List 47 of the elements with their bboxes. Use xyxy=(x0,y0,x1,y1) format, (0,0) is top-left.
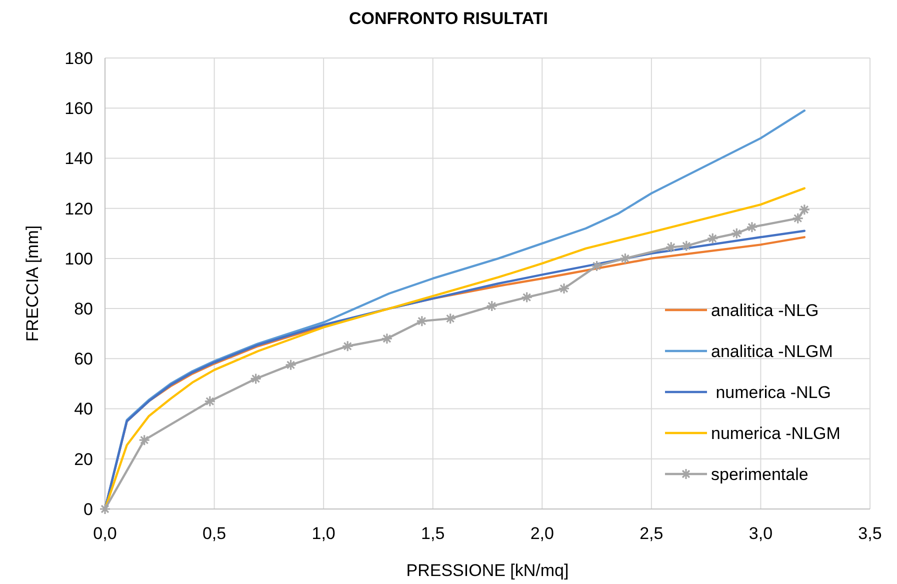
point xyxy=(558,282,570,294)
point xyxy=(798,204,810,216)
x-tick-label: 1,0 xyxy=(312,524,336,543)
chart-title: CONFRONTO RISULTATI xyxy=(349,9,548,28)
x-tick-label: 0,0 xyxy=(93,524,117,543)
point xyxy=(381,332,393,344)
point xyxy=(250,372,262,385)
point xyxy=(416,315,428,327)
x-tick-label: 2,5 xyxy=(640,524,664,543)
x-tick-label: 0,5 xyxy=(202,524,226,543)
legend-label: analitica -NLG xyxy=(711,300,819,320)
point xyxy=(619,252,631,264)
x-tick-label: 1,5 xyxy=(421,524,445,543)
point xyxy=(486,300,498,312)
y-tick-label: 120 xyxy=(64,199,93,218)
y-tick-label: 80 xyxy=(74,300,93,319)
point xyxy=(590,260,603,272)
legend-label: numerica -NLGM xyxy=(711,424,840,443)
point xyxy=(138,434,150,446)
point xyxy=(99,503,111,515)
point xyxy=(680,240,692,252)
point xyxy=(284,359,297,371)
point xyxy=(665,241,677,253)
point xyxy=(746,221,758,233)
y-tick-label: 40 xyxy=(74,400,93,419)
x-tick-label: 3,5 xyxy=(858,524,882,543)
point xyxy=(730,228,742,240)
y-tick-label: 20 xyxy=(74,450,93,469)
y-tick-label: 140 xyxy=(64,149,93,168)
point xyxy=(204,395,216,408)
point xyxy=(444,312,456,324)
y-tick-label: 0 xyxy=(84,500,93,519)
legend-label: sperimentale xyxy=(711,464,808,484)
x-tick-label: 3,0 xyxy=(748,524,773,543)
y-tick-label: 60 xyxy=(74,350,93,369)
x-tick-label: 2,0 xyxy=(530,524,554,543)
legend-label: analitica -NLGM xyxy=(711,342,833,361)
y-tick-label: 180 xyxy=(64,48,93,68)
legend-label: numerica -NLG xyxy=(711,382,831,402)
point xyxy=(792,212,804,224)
y-axis-title: FRECCIA [mm] xyxy=(23,225,42,342)
point xyxy=(706,232,718,244)
point xyxy=(342,340,354,352)
x-axis-title: PRESSIONE [kN/mq] xyxy=(406,561,569,580)
y-tick-label: 100 xyxy=(64,249,93,268)
y-tick-label: 160 xyxy=(64,99,93,118)
point xyxy=(521,291,533,304)
